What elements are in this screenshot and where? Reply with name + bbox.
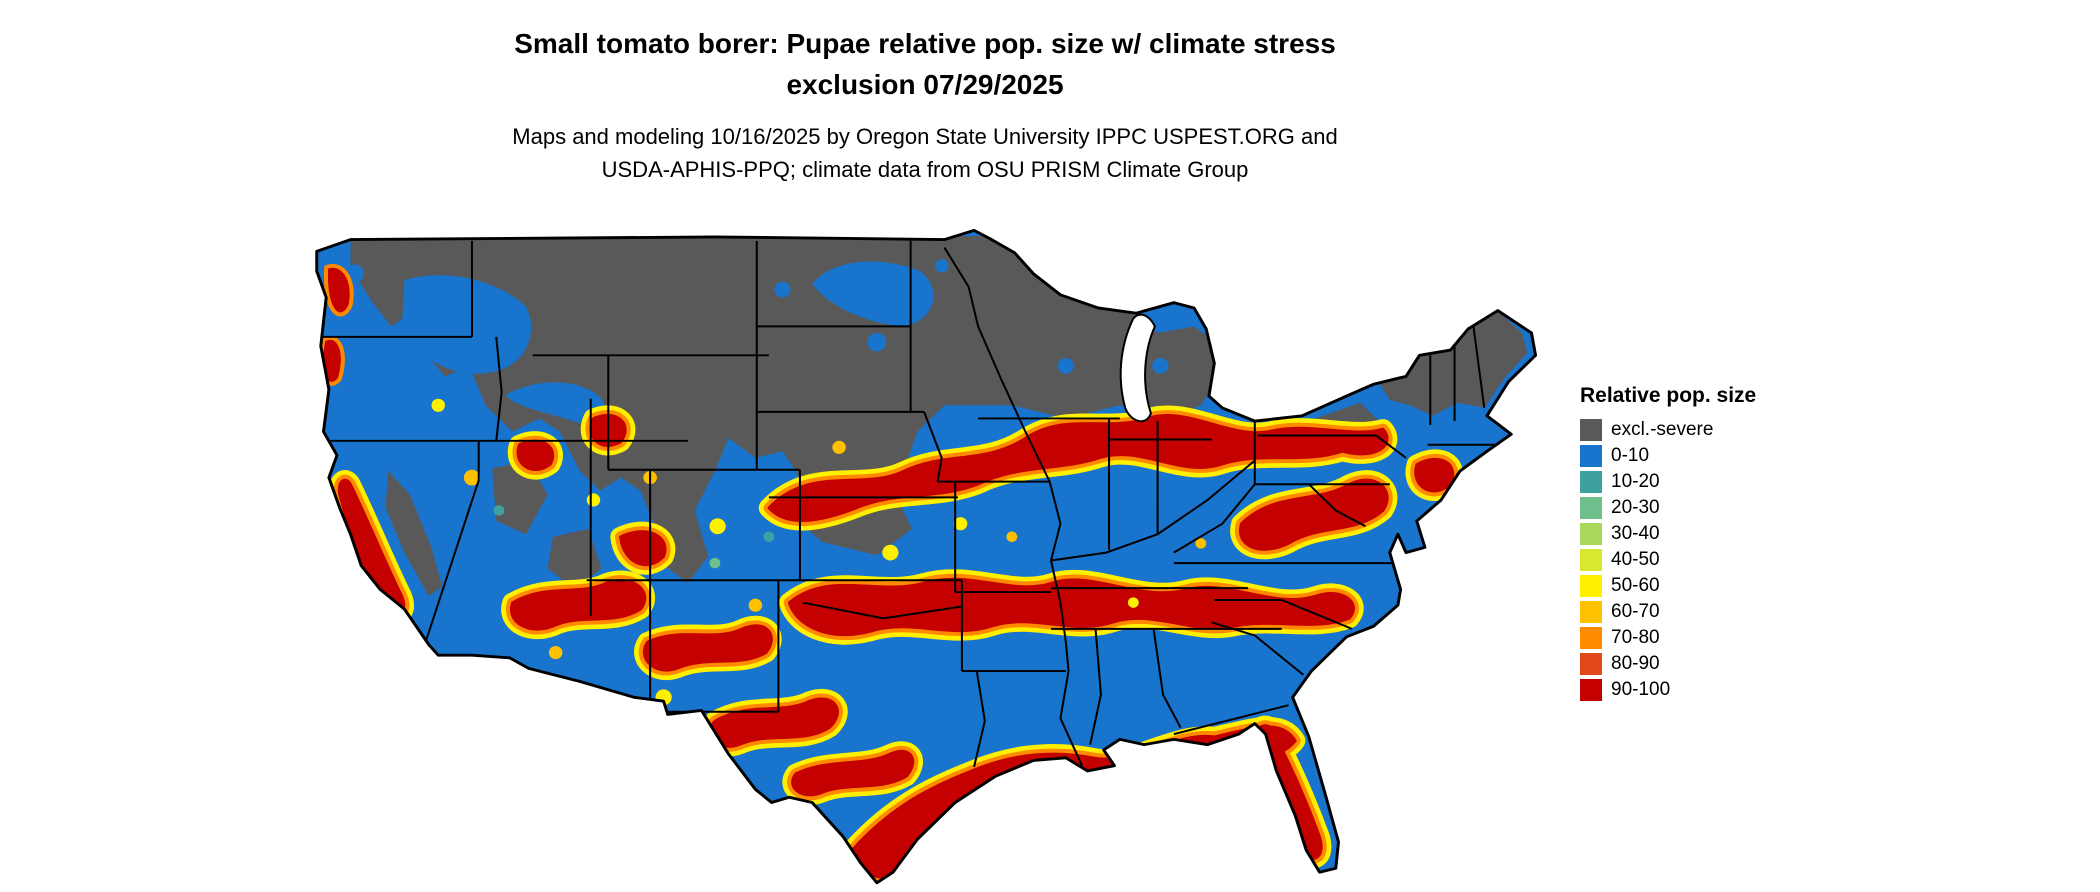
legend-title: Relative pop. size bbox=[1580, 384, 1757, 407]
legend-swatch bbox=[1580, 497, 1602, 519]
figure-subtitle-line2: USDA-APHIS-PPQ; climate data from OSU PR… bbox=[601, 157, 1249, 182]
legend-item: 50-60 bbox=[1580, 573, 1880, 599]
legend-item: 0-10 bbox=[1580, 443, 1880, 469]
legend-item: 30-40 bbox=[1580, 521, 1880, 547]
figure-title-line2: exclusion 07/29/2025 bbox=[786, 68, 1064, 100]
figure-title-line1: Small tomato borer: Pupae relative pop. … bbox=[514, 28, 1336, 59]
legend: Relative pop. size excl.-severe 0-10 10-20… bbox=[1580, 384, 1880, 703]
legend-label: excl.-severe bbox=[1611, 419, 1714, 440]
figure-subtitle-line1: Maps and modeling 10/16/2025 by Oregon S… bbox=[512, 124, 1338, 149]
legend-item: 10-20 bbox=[1580, 469, 1880, 495]
legend-swatch bbox=[1580, 419, 1602, 441]
legend-swatch bbox=[1580, 627, 1602, 649]
legend-items: excl.-severe 0-10 10-20 20-30 30-40 40-50 50-6… bbox=[1580, 417, 1880, 703]
figure-title: Small tomato borer: Pupae relative pop. … bbox=[0, 24, 1850, 105]
us-outline bbox=[315, 228, 1538, 885]
legend-item: 80-90 bbox=[1580, 651, 1880, 677]
legend-swatch bbox=[1580, 601, 1602, 623]
state-borders bbox=[316, 240, 1506, 768]
us-choropleth-map bbox=[315, 228, 1538, 885]
legend-item: 60-70 bbox=[1580, 599, 1880, 625]
legend-label: 50-60 bbox=[1611, 575, 1660, 596]
legend-swatch bbox=[1580, 445, 1602, 467]
legend-label: 70-80 bbox=[1611, 627, 1660, 648]
legend-swatch bbox=[1580, 471, 1602, 493]
legend-label: 10-20 bbox=[1611, 471, 1660, 492]
legend-label: 60-70 bbox=[1611, 601, 1660, 622]
map-excluded-severe-region bbox=[350, 234, 1528, 597]
legend-swatch bbox=[1580, 575, 1602, 597]
legend-label: 20-30 bbox=[1611, 497, 1660, 518]
legend-label: 0-10 bbox=[1611, 445, 1650, 466]
figure-subtitle: Maps and modeling 10/16/2025 by Oregon S… bbox=[0, 120, 1850, 186]
legend-item: 20-30 bbox=[1580, 495, 1880, 521]
legend-label: 40-50 bbox=[1611, 549, 1660, 570]
legend-swatch bbox=[1580, 653, 1602, 675]
legend-item: 40-50 bbox=[1580, 547, 1880, 573]
legend-label: 90-100 bbox=[1611, 679, 1671, 700]
legend-item: excl.-severe bbox=[1580, 417, 1880, 443]
legend-label: 30-40 bbox=[1611, 523, 1660, 544]
map-low-population-basins bbox=[345, 259, 1169, 424]
lake-michigan bbox=[1119, 313, 1157, 423]
legend-label: 80-90 bbox=[1611, 653, 1660, 674]
legend-item: 90-100 bbox=[1580, 677, 1880, 703]
legend-swatch bbox=[1580, 523, 1602, 545]
legend-item: 70-80 bbox=[1580, 625, 1880, 651]
legend-swatch bbox=[1580, 549, 1602, 571]
legend-swatch bbox=[1580, 679, 1602, 701]
